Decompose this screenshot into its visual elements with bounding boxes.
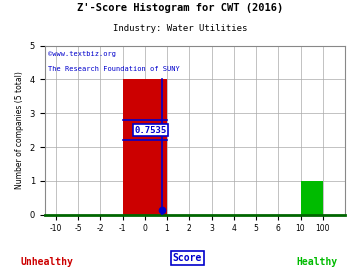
Bar (122, 79, 167, 215)
Text: ©www.textbiz.org: ©www.textbiz.org (48, 50, 116, 57)
Text: Score: Score (172, 253, 202, 263)
Text: Unhealthy: Unhealthy (21, 257, 73, 267)
Text: The Research Foundation of SUNY: The Research Foundation of SUNY (48, 66, 179, 72)
Text: Healthy: Healthy (296, 257, 337, 267)
Text: 0.7535: 0.7535 (134, 126, 167, 134)
Y-axis label: Number of companies (5 total): Number of companies (5 total) (15, 71, 24, 189)
Text: Industry: Water Utilities: Industry: Water Utilities (113, 24, 247, 33)
Text: Z'-Score Histogram for CWT (2016): Z'-Score Histogram for CWT (2016) (77, 3, 283, 13)
Bar (301, 181, 323, 215)
